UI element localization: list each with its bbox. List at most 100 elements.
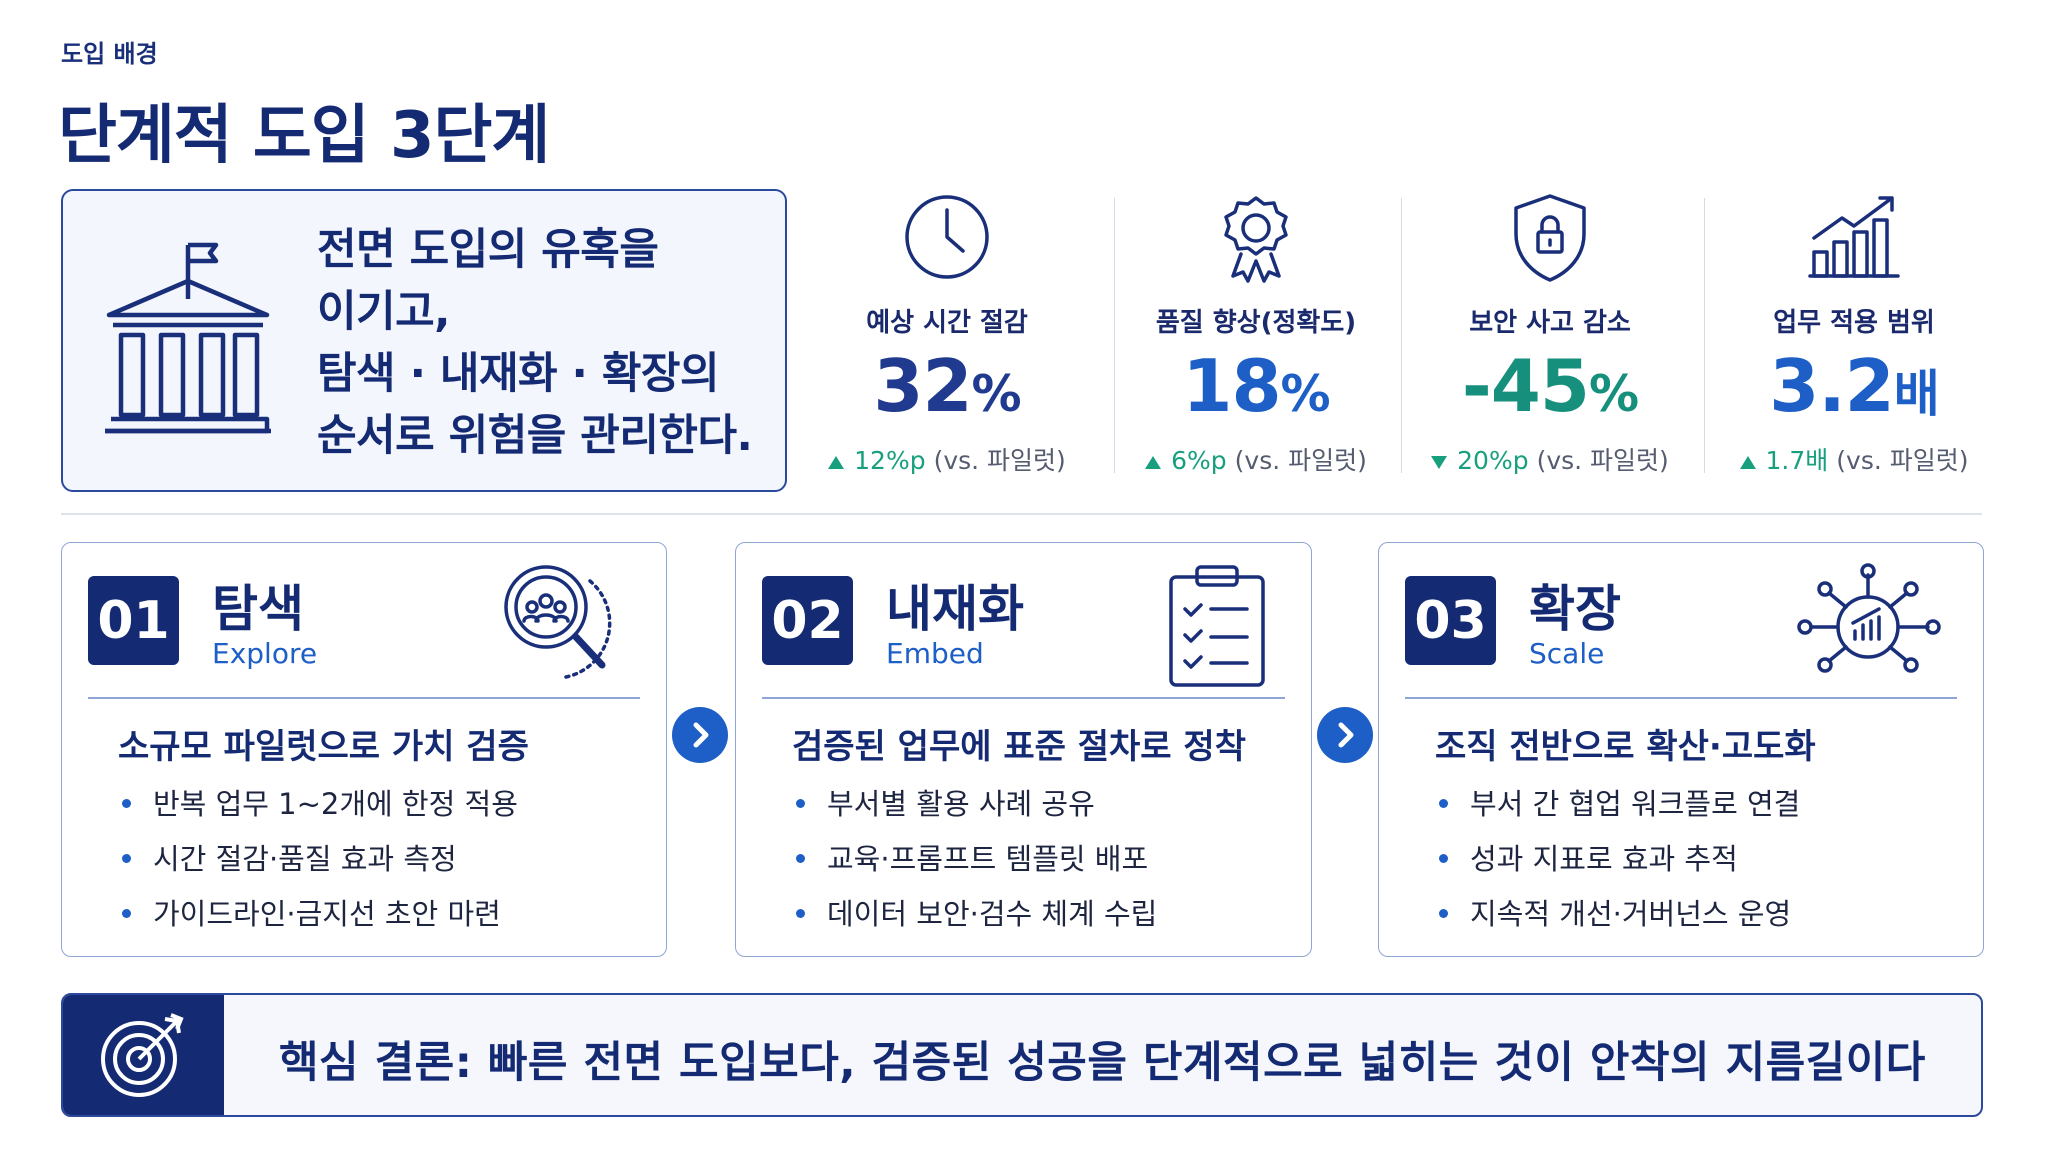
phase-heading: 조직 전반으로 확산·고도화 [1435, 727, 1816, 767]
icon-path [1183, 603, 1249, 669]
phase-line [1405, 697, 1957, 699]
divider [1114, 198, 1115, 473]
stat-value: 32% [797, 343, 1097, 437]
stat-value: 3.2배 [1704, 343, 2004, 437]
icon-path [1809, 573, 1930, 663]
icon-path [185, 242, 219, 299]
icon-path [945, 208, 965, 253]
delta-change: 20%p [1457, 446, 1529, 475]
icon-circle [1903, 581, 1919, 597]
phase-bullet: 시간 절감·품질 효과 측정 [118, 836, 457, 878]
hero-line: 탐색 · 내재화 · 확장의 [317, 349, 720, 399]
stat-unit: 배 [1893, 365, 1940, 423]
icon-path [564, 579, 612, 679]
divider [1401, 198, 1402, 473]
icon-path [1851, 607, 1881, 641]
icon-rect [1872, 218, 1889, 278]
icon-path [522, 613, 570, 623]
delta-note: (vs. 파일럿) [1234, 446, 1367, 475]
icon-circle [1817, 657, 1833, 673]
icon-circle [504, 565, 588, 649]
stat-number: -45 [1461, 344, 1590, 428]
phase-card: 01 탐색 Explore 소규모 파일럿으로 가치 검증 반복 업무 1~2개에 한정… [61, 542, 667, 957]
stat-value: 18% [1106, 343, 1406, 437]
building-icon [105, 242, 271, 434]
icon-circle [514, 575, 578, 639]
icon-circle [538, 593, 554, 609]
icon-circle [1797, 619, 1813, 635]
phase-icon [496, 561, 626, 689]
icon-circle [525, 600, 539, 614]
icon-circle [1860, 563, 1876, 579]
icon-svg [1797, 563, 1941, 673]
icon-path [1514, 194, 1586, 282]
icon-circle [1925, 619, 1941, 635]
stat: 업무 적용 범위 3.2배 1.7배 (vs. 파일럿) [1704, 190, 2004, 477]
icon-rect [1169, 575, 1265, 687]
phase-heading: 소규모 파일럿으로 가치 검증 [118, 727, 529, 767]
icon-rect [1812, 250, 1829, 278]
hero-line: 순서로 위험을 관리한다. [317, 411, 753, 461]
stat-delta: 20%p (vs. 파일럿) [1400, 441, 1700, 477]
icon-circle [101, 1021, 177, 1097]
icon-path [1231, 252, 1281, 283]
icon-path [137, 1013, 184, 1061]
phase-number: 01 [88, 576, 179, 665]
icon-svg [1514, 194, 1586, 282]
phase-subtitle: Embed [886, 637, 984, 670]
icon-circle [113, 1033, 165, 1085]
phase-title: 탐색 [212, 580, 304, 638]
conclusion-text: 핵심 결론: 빠른 전면 도입보다, 검증된 성공을 단계적으로 넓히는 것이 … [279, 1038, 1926, 1088]
icon-path [1224, 196, 1288, 256]
target-block [63, 995, 224, 1115]
stat: 예상 시간 절감 32% 12%p (vs. 파일럿) [797, 190, 1097, 477]
stat-label: 예상 시간 절감 [866, 308, 1028, 338]
icon-circle [553, 600, 567, 614]
phase-number: 02 [762, 576, 853, 665]
icon-rect [158, 332, 186, 418]
stat-unit: % [971, 365, 1022, 423]
phase-subtitle: Explore [212, 637, 318, 670]
rule [61, 513, 1982, 515]
hero-line: 전면 도입의 유혹을 [317, 225, 659, 275]
icon-circle [1241, 213, 1271, 243]
hero-line: 이기고, [317, 287, 451, 337]
icon-rect [232, 332, 260, 418]
stat-value: -45% [1400, 343, 1700, 437]
conclusion: 핵심 결론: 빠른 전면 도입보다, 검증된 성공을 단계적으로 넓히는 것이 … [61, 993, 1983, 1117]
icon-circle [126, 1046, 152, 1072]
phase-bullet: 교육·프롬프트 템플릿 배포 [792, 836, 1148, 878]
icon-path [1338, 722, 1354, 748]
icon-svg [1169, 565, 1265, 687]
icon-svg [1808, 196, 1900, 278]
phase-subtitle: Scale [1529, 637, 1605, 670]
stat-label: 업무 적용 범위 [1773, 308, 1935, 338]
icon-path [572, 633, 606, 669]
delta-note: (vs. 파일럿) [1536, 446, 1669, 475]
phase-bullet: 가이드라인·금지선 초안 마련 [118, 891, 501, 933]
stat: 품질 향상(정확도) 18% 6%p (vs. 파일럿) [1106, 190, 1406, 477]
delta-change: 12%p [854, 446, 926, 475]
icon-svg [504, 565, 612, 679]
icon-circle [1817, 581, 1833, 597]
icon-circle [905, 195, 989, 279]
phase-arrow [1317, 707, 1373, 763]
phase-icon [1161, 561, 1271, 695]
phase-icon [1793, 561, 1943, 689]
icon-path [693, 722, 709, 748]
icon-rect [1536, 230, 1564, 254]
icon-svg [693, 722, 709, 748]
phase-bullet: 지속적 개선·거버넌스 운영 [1435, 891, 1791, 933]
phase-bullet: 부서별 활용 사례 공유 [792, 781, 1095, 823]
phase-bullet: 데이터 보안·검수 체계 수립 [792, 891, 1157, 933]
phase-bullet: 성과 지표로 효과 추적 [1435, 836, 1738, 878]
delta-arrow [1145, 455, 1162, 469]
stat-label: 보안 사고 감소 [1469, 308, 1631, 338]
icon-circle [1903, 657, 1919, 673]
delta-change: 1.7배 [1765, 446, 1829, 475]
stat-unit: % [1280, 365, 1331, 423]
stat-number: 3.2 [1769, 344, 1895, 428]
delta-change: 6%p [1171, 446, 1227, 475]
